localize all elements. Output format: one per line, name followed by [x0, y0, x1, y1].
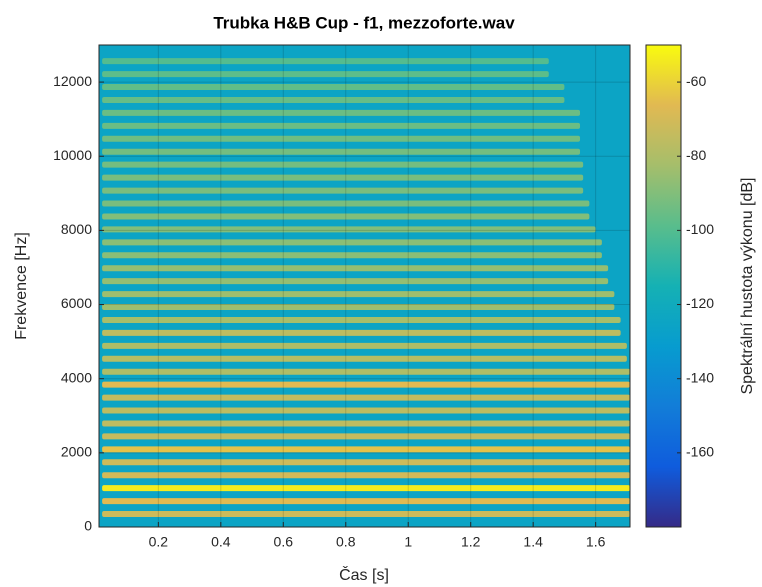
colorbar-tick-label: -120: [686, 295, 714, 311]
colorbar-label: Spektrální hustota výkonu [dB]: [739, 177, 756, 394]
x-tick-label: 1.6: [586, 534, 606, 550]
plot-area: [99, 45, 630, 527]
colorbar: [645, 44, 682, 528]
harmonic-band: [102, 187, 584, 194]
harmonic-band: [102, 511, 630, 518]
plot-frame: [98, 44, 631, 528]
harmonic-band: [102, 472, 630, 479]
x-axis-label: Čas [s]: [339, 565, 389, 584]
harmonic-band: [102, 446, 630, 453]
harmonic-band: [102, 407, 630, 414]
y-tick-label: 10000: [53, 147, 92, 163]
harmonic-band: [102, 485, 630, 492]
colorbar-tick-label: -140: [686, 369, 714, 385]
harmonic-band: [102, 161, 584, 168]
harmonic-band: [102, 58, 549, 65]
harmonic-band: [102, 291, 615, 298]
y-tick-label: 6000: [61, 295, 92, 311]
y-tick-label: 4000: [61, 369, 92, 385]
x-tick-label: 0.4: [211, 534, 231, 550]
harmonic-band: [102, 459, 630, 466]
y-tick-label: 8000: [61, 221, 92, 237]
harmonic-band: [102, 381, 630, 388]
harmonic-band: [102, 239, 602, 246]
harmonic-band: [102, 148, 581, 155]
colorbar-tick-label: -60: [686, 73, 706, 89]
spectrogram-background: [99, 45, 630, 527]
colorbar-tick-label: -160: [686, 444, 714, 460]
harmonic-band: [102, 135, 581, 142]
x-tick-label: 1: [404, 534, 412, 550]
x-tick-label: 0.2: [149, 534, 169, 550]
harmonic-band: [102, 304, 615, 311]
colorbar-tick-label: -80: [686, 147, 706, 163]
harmonic-band: [102, 368, 630, 375]
y-tick-label: 12000: [53, 73, 92, 89]
x-tick-label: 0.8: [336, 534, 356, 550]
harmonic-band: [102, 278, 609, 285]
y-tick-label: 0: [84, 518, 92, 534]
x-tick-label: 1.4: [523, 534, 543, 550]
harmonic-band: [102, 84, 565, 91]
harmonic-band: [102, 433, 630, 440]
harmonic-band: [102, 394, 630, 401]
harmonic-band: [102, 342, 627, 349]
x-tick-label: 0.6: [274, 534, 294, 550]
y-tick-label: 2000: [61, 444, 92, 460]
harmonic-band: [102, 96, 565, 103]
harmonic-band: [102, 109, 581, 116]
harmonic-band: [102, 498, 630, 505]
colorbar-tick-label: -100: [686, 221, 714, 237]
harmonic-band: [102, 213, 590, 220]
harmonic-band: [102, 122, 581, 129]
harmonic-band: [102, 226, 596, 233]
harmonic-band: [102, 174, 584, 181]
harmonic-band: [102, 329, 621, 336]
harmonic-band: [102, 71, 549, 78]
harmonic-band: [102, 200, 590, 207]
chart-title: Trubka H&B Cup - f1, mezzoforte.wav: [213, 13, 515, 32]
harmonic-band: [102, 355, 627, 362]
harmonic-band: [102, 420, 630, 427]
harmonic-band: [102, 316, 621, 323]
harmonic-band: [102, 265, 609, 272]
harmonic-band: [102, 252, 602, 259]
y-axis-label: Frekvence [Hz]: [13, 232, 30, 340]
x-tick-label: 1.2: [461, 534, 481, 550]
